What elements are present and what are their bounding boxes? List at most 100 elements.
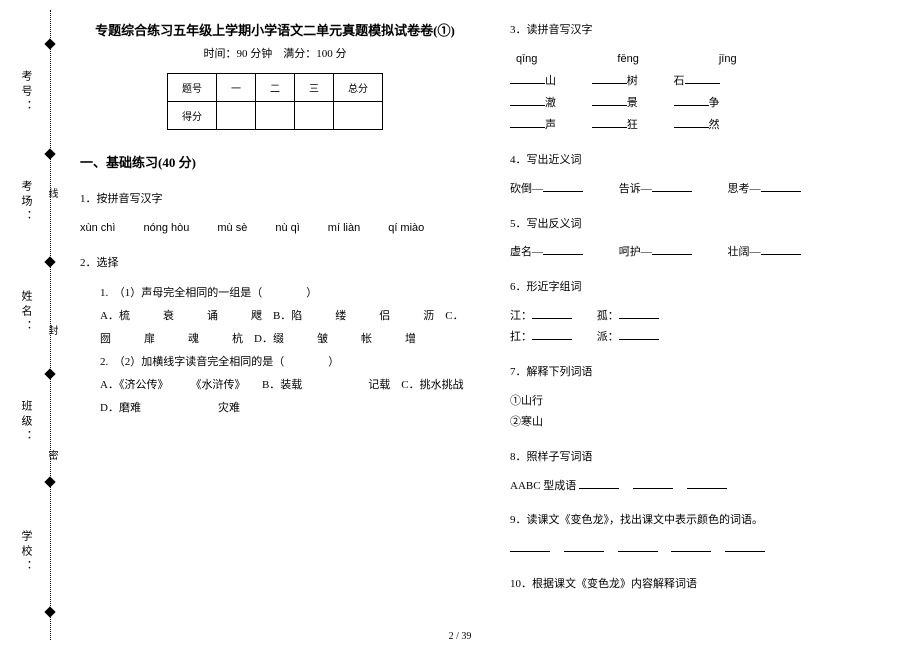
q3-row: 山 树 石	[510, 70, 900, 92]
blank[interactable]	[685, 73, 720, 84]
question-6: 6．形近字组词 江： 孤： 扛： 派：	[510, 277, 900, 348]
char: 争	[709, 97, 720, 109]
dot	[44, 606, 55, 617]
side-label-xuexiao: 学校：	[18, 530, 34, 575]
blank[interactable]	[633, 478, 673, 489]
dot	[44, 38, 55, 49]
dot	[44, 368, 55, 379]
q8-line: AABC 型成语	[510, 476, 900, 497]
char: 声	[545, 119, 556, 131]
right-column: 3．读拼音写汉字 qīng fēng jīng 山 树 石 澈 景 争 声 狂	[510, 20, 900, 620]
blank[interactable]	[510, 541, 550, 552]
question-5: 5．写出反义词 虚名— 呵护— 壮阔—	[510, 214, 900, 264]
blank[interactable]	[579, 478, 619, 489]
left-column: 专题综合练习五年级上学期小学语文二单元真题模拟试卷卷(①) 时间：90 分钟 满…	[80, 20, 470, 620]
q6-row: 扛： 派：	[510, 327, 900, 348]
question-7: 7．解释下列词语 ①山行 ②寒山	[510, 362, 900, 433]
th: 总分	[334, 74, 383, 102]
question-9: 9．读课文《变色龙》，找出课文中表示颜色的词语。	[510, 510, 900, 560]
char: 树	[627, 75, 638, 87]
ant-item: 呵护—	[619, 246, 652, 258]
blank[interactable]	[532, 329, 572, 340]
td	[295, 102, 334, 130]
pinyin-head: jīng	[719, 49, 737, 70]
pinyin-item: nóng hòu	[143, 218, 189, 239]
q3-row: 声 狂 然	[510, 114, 900, 136]
blank[interactable]	[761, 181, 801, 192]
pinyin-head: fēng	[617, 49, 638, 70]
blank[interactable]	[510, 117, 545, 128]
blank[interactable]	[564, 541, 604, 552]
th: 一	[217, 74, 256, 102]
blank[interactable]	[592, 117, 627, 128]
q1-title: 1．按拼音写汉字	[80, 189, 470, 210]
blank[interactable]	[543, 244, 583, 255]
syn-item: 告诉—	[619, 183, 652, 195]
syn-item: 砍倒—	[510, 183, 543, 195]
blank[interactable]	[619, 329, 659, 340]
side-marker-xian: 线	[44, 188, 59, 200]
q7-title: 7．解释下列词语	[510, 362, 900, 383]
blank[interactable]	[652, 244, 692, 255]
blank[interactable]	[510, 73, 545, 84]
q9-blanks	[510, 539, 900, 560]
q2-sub1: 1. （1）声母完全相同的一组是（ ）	[80, 282, 470, 305]
q6-title: 6．形近字组词	[510, 277, 900, 298]
blank[interactable]	[618, 541, 658, 552]
blank[interactable]	[592, 73, 627, 84]
blank[interactable]	[674, 117, 709, 128]
blank[interactable]	[687, 478, 727, 489]
q3-title: 3．读拼音写汉字	[510, 20, 900, 41]
blank[interactable]	[652, 181, 692, 192]
td	[256, 102, 295, 130]
blank[interactable]	[674, 95, 709, 106]
ant-item: 壮阔—	[728, 246, 761, 258]
char-item: 扛：	[510, 331, 532, 343]
pinyin-item: xùn chì	[80, 218, 115, 239]
q4-line: 砍倒— 告诉— 思考—	[510, 179, 900, 200]
td	[217, 102, 256, 130]
side-label-kaochang: 考场：	[18, 180, 34, 225]
blank[interactable]	[532, 308, 572, 319]
side-label-xingming: 姓名：	[18, 290, 34, 335]
pinyin-item: nù qì	[275, 218, 299, 239]
pinyin-head: qīng	[516, 49, 537, 70]
question-4: 4．写出近义词 砍倒— 告诉— 思考—	[510, 150, 900, 200]
question-3: 3．读拼音写汉字 qīng fēng jīng 山 树 石 澈 景 争 声 狂	[510, 20, 900, 136]
q2-title: 2．选择	[80, 253, 470, 274]
exam-subtitle: 时间：90 分钟 满分：100 分	[80, 45, 470, 61]
blank[interactable]	[761, 244, 801, 255]
blank[interactable]	[671, 541, 711, 552]
section-1-header: 一、基础练习(40 分)	[80, 152, 470, 171]
q6-row: 江： 孤：	[510, 306, 900, 327]
blank[interactable]	[725, 541, 765, 552]
question-8: 8．照样子写词语 AABC 型成语	[510, 447, 900, 497]
page-number: 2 / 39	[0, 631, 920, 642]
ant-item: 虚名—	[510, 246, 543, 258]
char: 山	[545, 75, 556, 87]
q10-title: 10．根据课文《变色龙》内容解释词语	[510, 574, 900, 595]
syn-item: 思考—	[728, 183, 761, 195]
q3-row: 澈 景 争	[510, 92, 900, 114]
side-label-banji: 班级：	[18, 400, 34, 445]
blank[interactable]	[510, 95, 545, 106]
q8-title: 8．照样子写词语	[510, 447, 900, 468]
pinyin-item: mù sè	[217, 218, 247, 239]
score-table: 题号 一 二 三 总分 得分	[167, 73, 383, 130]
content-area: 专题综合练习五年级上学期小学语文二单元真题模拟试卷卷(①) 时间：90 分钟 满…	[80, 20, 900, 620]
q8-text: AABC 型成语	[510, 480, 576, 492]
char: 景	[627, 97, 638, 109]
th: 题号	[168, 74, 217, 102]
side-marker-feng: 封	[44, 325, 59, 337]
side-marker-mi: 密	[44, 450, 59, 462]
char-item: 江：	[510, 310, 532, 322]
blank[interactable]	[619, 308, 659, 319]
q2-sub2: 2. （2）加横线字读音完全相同的是（ ）	[80, 351, 470, 374]
question-10: 10．根据课文《变色龙》内容解释词语	[510, 574, 900, 595]
blank[interactable]	[543, 181, 583, 192]
q2-optb: A．《济公传》 《水浒传》 B．装载 记载 C．挑水挑战 D．磨难 灾难	[80, 374, 470, 420]
pinyin-item: qí miào	[388, 218, 424, 239]
char: 澈	[545, 97, 556, 109]
blank[interactable]	[592, 95, 627, 106]
q3-heads: qīng fēng jīng	[516, 49, 900, 70]
